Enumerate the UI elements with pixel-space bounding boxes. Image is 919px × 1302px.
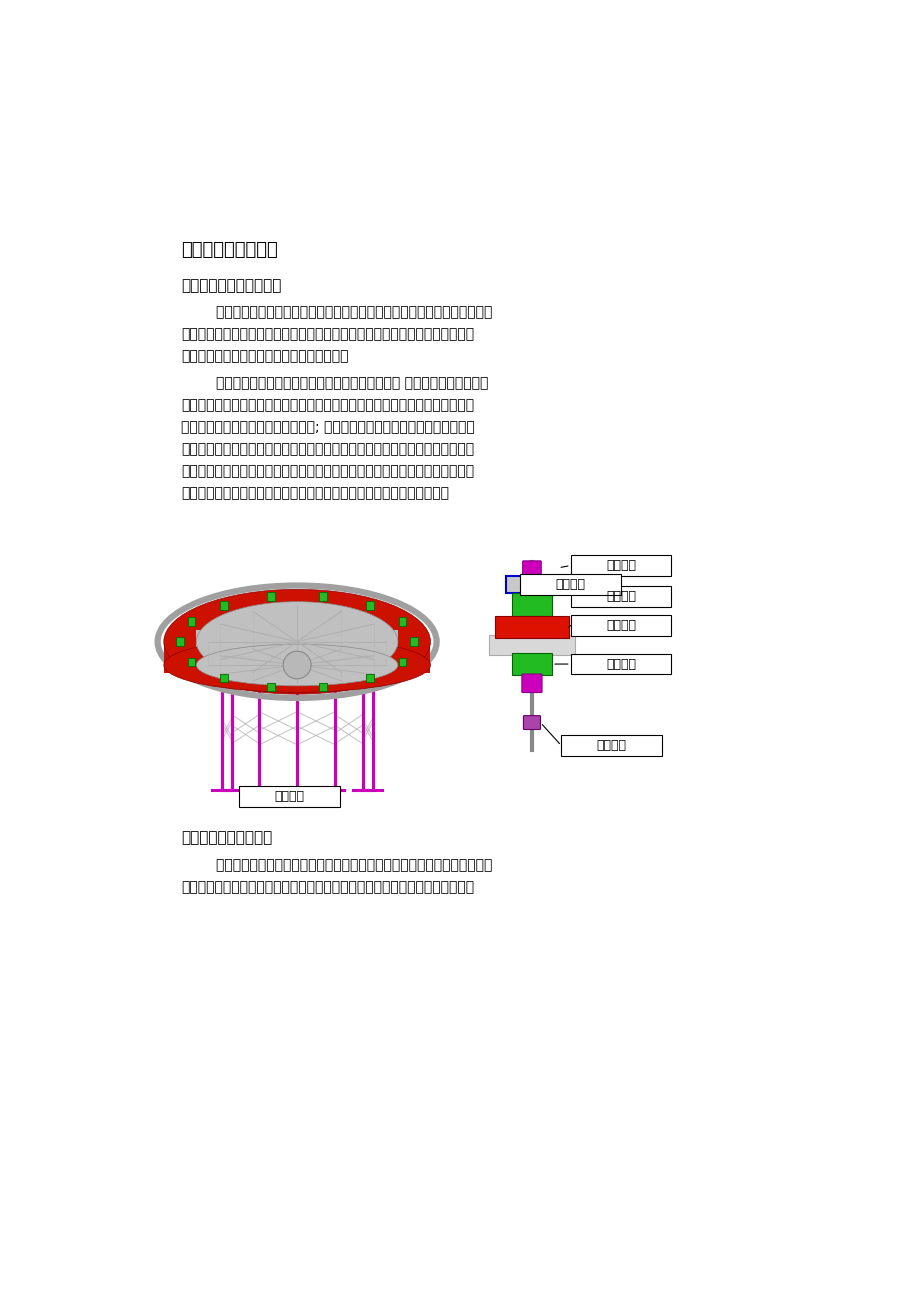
Bar <box>410 638 417 646</box>
Text: 止退螺母: 止退螺母 <box>606 618 635 631</box>
Bar <box>319 682 326 691</box>
Text: 体预制，提供高制作精度的轴线、标高控制点，现场通过监测控制点、预埋件与: 体预制，提供高制作精度的轴线、标高控制点，现场通过监测控制点、预埋件与 <box>181 328 473 341</box>
Bar <box>366 602 373 609</box>
Text: 钢筋、模板支撑连接牢固来保证安装的精度。: 钢筋、模板支撑连接牢固来保证安装的精度。 <box>181 349 348 363</box>
Ellipse shape <box>196 644 397 686</box>
Text: 调整螺母: 调整螺母 <box>596 740 626 753</box>
Text: 地脚螺栓: 地脚螺栓 <box>606 590 635 603</box>
Text: 体，保证了地脚螺栓之间的定位精度; 与环形垫板之间用螺栓固定，在地脚螺栓: 体，保证了地脚螺栓之间的定位精度; 与环形垫板之间用螺栓固定，在地脚螺栓 <box>181 421 474 434</box>
Bar <box>366 673 373 682</box>
Bar <box>570 555 671 575</box>
Text: 预埋件的预埋方案的优化: 预埋件的预埋方案的优化 <box>181 277 281 293</box>
Bar <box>221 673 228 682</box>
Bar <box>187 617 195 626</box>
Bar <box>187 658 195 667</box>
Bar <box>399 658 406 667</box>
Text: 钢柱预埋件的安装精度是重中之重，采用以下措施 钢柱预埋件在加工厂整: 钢柱预埋件的安装精度是重中之重，采用以下措施 钢柱预埋件在加工厂整 <box>181 376 488 391</box>
FancyBboxPatch shape <box>523 716 539 729</box>
Bar <box>267 682 275 691</box>
Bar <box>511 594 551 616</box>
Bar <box>399 617 406 626</box>
Text: 定位圆钢: 定位圆钢 <box>274 790 304 803</box>
FancyBboxPatch shape <box>522 561 540 574</box>
Ellipse shape <box>196 602 397 682</box>
Bar <box>196 630 397 665</box>
Circle shape <box>283 651 311 678</box>
Bar <box>176 638 184 646</box>
Text: 尺等必须经计量部门检定。除按规定周期进行检定外，在周期内的全站仪、经纬: 尺等必须经计量部门检定。除按规定周期进行检定外，在周期内的全站仪、经纬 <box>181 880 473 894</box>
Bar <box>489 635 574 655</box>
Bar <box>267 592 275 602</box>
Bar <box>570 586 671 607</box>
Text: 一、预埋件精度控制: 一、预埋件精度控制 <box>181 241 278 259</box>
Bar <box>511 654 551 674</box>
Bar <box>570 615 671 635</box>
Text: 根据不同的预埋件制定不同的保证精度的预埋方案。主要预埋件在加工厂整: 根据不同的预埋件制定不同的保证精度的预埋方案。主要预埋件在加工厂整 <box>181 306 492 319</box>
Bar <box>164 637 430 673</box>
Text: 钢柱底版: 钢柱底版 <box>606 559 635 572</box>
Text: 为达到符合精度要求的测量成果，全站仪、经纬仪、水平仪、铅直仪、钢卷: 为达到符合精度要求的测量成果，全站仪、经纬仪、水平仪、铅直仪、钢卷 <box>181 858 492 872</box>
Text: 和环形垫板上分别提供轴线、标高控制点。预埋时留出二次灌浆层（见钢柱的安: 和环形垫板上分别提供轴线、标高控制点。预埋时留出二次灌浆层（见钢柱的安 <box>181 441 473 456</box>
Bar <box>570 654 671 674</box>
Ellipse shape <box>164 590 430 694</box>
Ellipse shape <box>164 638 430 693</box>
Text: 紧固螺母: 紧固螺母 <box>606 658 635 671</box>
Text: 体预制（见下图），并且与第一节柱预拼装。地脚螺栓之间用钢筋焊接成一个整: 体预制（见下图），并且与第一节柱预拼装。地脚螺栓之间用钢筋焊接成一个整 <box>181 398 473 411</box>
Bar <box>561 736 662 756</box>
Bar <box>221 602 228 609</box>
Text: 测量器具的检定与检验: 测量器具的检定与检验 <box>181 831 272 845</box>
Bar <box>520 574 620 595</box>
Text: 装），环形垫板与地脚螺栓之间有间隙，环形垫板的标高、轴线、倾斜度可以微: 装），环形垫板与地脚螺栓之间有间隙，环形垫板的标高、轴线、倾斜度可以微 <box>181 464 473 478</box>
FancyBboxPatch shape <box>521 674 541 693</box>
Bar <box>505 577 558 594</box>
Bar <box>319 592 326 602</box>
Bar <box>494 616 568 638</box>
Text: 环形垫板: 环形垫板 <box>555 578 585 591</box>
Text: 调，通过微调来保证第一节钢柱的标高、轴线、与环形垫板之间的结合。: 调，通过微调来保证第一节钢柱的标高、轴线、与环形垫板之间的结合。 <box>181 486 448 500</box>
Bar <box>239 786 339 807</box>
